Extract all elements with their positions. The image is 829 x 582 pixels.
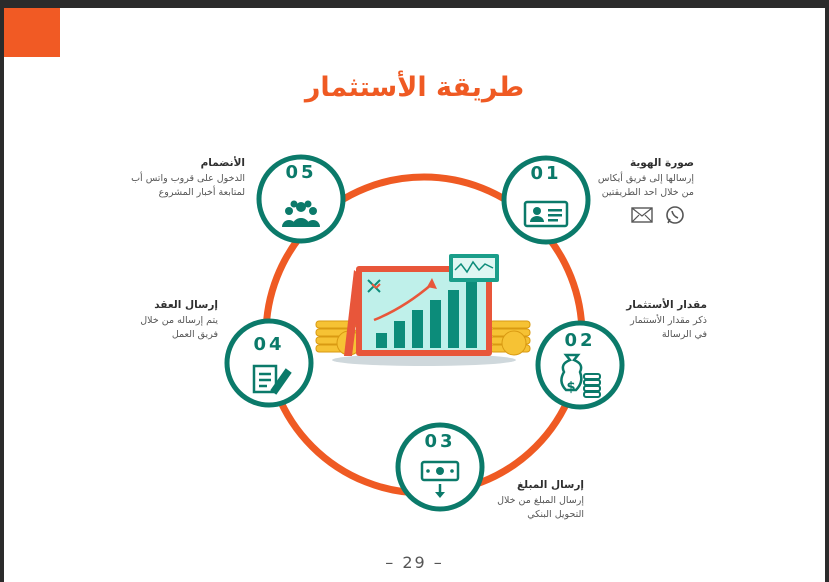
- step-number-03: 03: [424, 431, 456, 452]
- step-number-04: 04: [253, 334, 285, 355]
- step-01-text: صورة الهوية إرسالها إلى فريق أيكاس من خل…: [564, 157, 694, 200]
- page-title: طريقة الأستثمار: [304, 72, 525, 103]
- step-05-text: الأنضمام الدخول على قروب واتس أب لمتابعة…: [104, 157, 245, 200]
- money-bag-coins-icon: $: [560, 353, 601, 398]
- step-05-line1: الدخول على قروب واتس أب: [131, 173, 245, 184]
- whatsapp-icon: [666, 206, 684, 224]
- step-04-text: إرسال العقد يتم إرساله من خلال فريق العم…: [114, 299, 218, 342]
- svg-text:$: $: [566, 380, 575, 395]
- step-02-line2: في الرسالة: [661, 329, 707, 340]
- step-02-heading: مقدار الأستثمار: [626, 299, 707, 311]
- step-05-line2: لمتابعة أخبار المشروع: [158, 187, 245, 198]
- banknote-download-icon: [420, 460, 460, 498]
- step-circle-03: [395, 422, 485, 512]
- corner-accent: [4, 8, 60, 57]
- step-circle-01: [501, 155, 591, 245]
- group-people-icon: [282, 200, 320, 227]
- step-03-line2: التحويل البنكي: [527, 509, 584, 520]
- step-04-line2: فريق العمل: [171, 329, 218, 340]
- contract-sign-icon: [252, 364, 292, 395]
- step-04-heading: إرسال العقد: [154, 299, 218, 311]
- page-number: – 29 –: [385, 553, 444, 572]
- step-01-line2: من خلال احد الطريقتين: [601, 187, 694, 198]
- growth-chart-coins-illustration: [315, 254, 531, 366]
- id-card-icon: [523, 200, 569, 228]
- step-03-heading: إرسال المبلغ: [516, 479, 584, 491]
- document-page: طريقة الأستثمار: [4, 8, 825, 582]
- step-05-heading: الأنضمام: [200, 157, 245, 169]
- step-03-text: إرسال المبلغ إرسال المبلغ من خلال التحوي…: [464, 479, 584, 522]
- step-04-line1: يتم إرساله من خلال: [140, 315, 218, 326]
- step-02-text: مقدار الأستثمار ذكر مقدار الأستثمار في ا…: [574, 299, 707, 342]
- step-02-line1: ذكر مقدار الأستثمار: [630, 315, 707, 326]
- email-icon: [631, 207, 653, 223]
- step-number-02: 02: [564, 330, 596, 351]
- step-number-05: 05: [285, 162, 317, 183]
- step-circle-02: $: [535, 320, 625, 410]
- step-01-heading: صورة الهوية: [630, 157, 694, 169]
- step-circle-04: [224, 318, 314, 408]
- step-number-01: 01: [530, 163, 562, 184]
- process-diagram: $: [224, 154, 684, 512]
- step-circle-05: [256, 154, 346, 244]
- step-03-line1: إرسال المبلغ من خلال: [497, 495, 584, 506]
- step-01-line1: إرسالها إلى فريق أيكاس: [597, 173, 694, 184]
